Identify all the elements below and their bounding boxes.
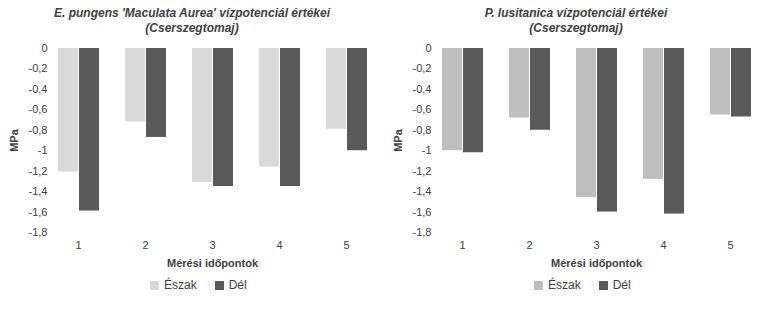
svg-text:-0,6: -0,6 bbox=[29, 103, 48, 115]
html-text:(Cserszegtomaj): (Cserszegtomaj) bbox=[529, 21, 623, 35]
svg-text:2: 2 bbox=[142, 239, 148, 251]
svg-text:Mérési időpontok: Mérési időpontok bbox=[551, 257, 643, 269]
html-text:E. pungens 'Maculata Aurea' ví: E. pungens 'Maculata Aurea' vízpotenciál… bbox=[54, 6, 330, 20]
svg-text:4: 4 bbox=[660, 239, 666, 251]
svg-text:MPa: MPa bbox=[392, 128, 404, 152]
svg-text:-0,6: -0,6 bbox=[413, 103, 432, 115]
svg-text:-1: -1 bbox=[422, 144, 432, 156]
html-text:P. lusitanica vízpotenciál ért: P. lusitanica vízpotenciál értékei bbox=[484, 6, 668, 20]
svg-text:-1,6: -1,6 bbox=[29, 206, 48, 218]
html-text:Dél: Dél bbox=[228, 278, 247, 292]
svg-text:-0,2: -0,2 bbox=[413, 62, 432, 74]
html-text:Észak: Észak bbox=[164, 278, 197, 292]
svg-text:1: 1 bbox=[75, 239, 81, 251]
svg-text:Mérési időpontok: Mérési időpontok bbox=[167, 257, 259, 269]
svg-text:-1,4: -1,4 bbox=[29, 185, 48, 197]
svg-text:-1,8: -1,8 bbox=[413, 226, 432, 238]
svg-text:2: 2 bbox=[526, 239, 532, 251]
svg-text:-0,4: -0,4 bbox=[29, 83, 48, 95]
svg-text:-1,4: -1,4 bbox=[413, 185, 432, 197]
svg-text:5: 5 bbox=[343, 239, 349, 251]
svg-text:-1,8: -1,8 bbox=[29, 226, 48, 238]
svg-text:3: 3 bbox=[593, 239, 599, 251]
svg-text:-1,2: -1,2 bbox=[413, 165, 432, 177]
svg-text:-1,6: -1,6 bbox=[413, 206, 432, 218]
svg-text:-0,8: -0,8 bbox=[29, 124, 48, 136]
svg-text:4: 4 bbox=[276, 239, 282, 251]
html-text:(Cserszegtomaj): (Cserszegtomaj) bbox=[145, 21, 239, 35]
svg-text:-1: -1 bbox=[38, 144, 48, 156]
svg-text:5: 5 bbox=[727, 239, 733, 251]
svg-text:-0,2: -0,2 bbox=[29, 62, 48, 74]
svg-text:1: 1 bbox=[459, 239, 465, 251]
svg-text:3: 3 bbox=[209, 239, 215, 251]
svg-text:-0,4: -0,4 bbox=[413, 83, 432, 95]
svg-text:0: 0 bbox=[41, 42, 47, 54]
svg-text:0: 0 bbox=[425, 42, 431, 54]
html-text:Dél: Dél bbox=[612, 278, 631, 292]
svg-text:MPa: MPa bbox=[8, 128, 20, 152]
svg-text:-0,8: -0,8 bbox=[413, 124, 432, 136]
html-text:Észak: Észak bbox=[548, 278, 581, 292]
svg-text:-1,2: -1,2 bbox=[29, 165, 48, 177]
